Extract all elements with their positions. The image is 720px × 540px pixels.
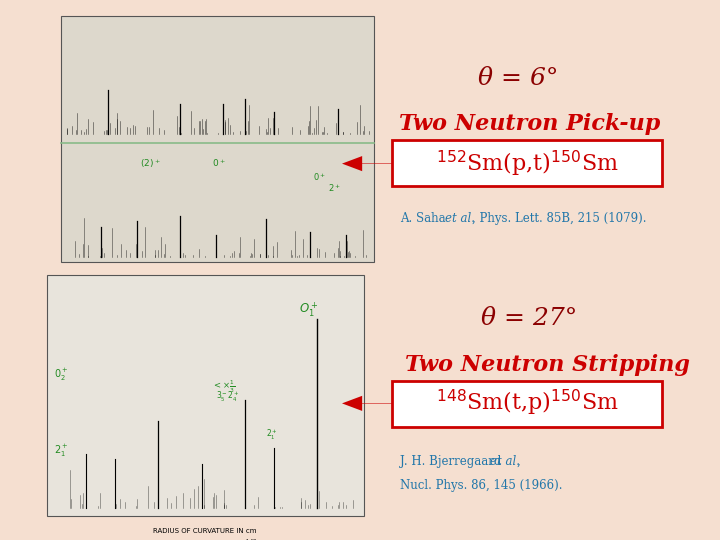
Text: θ = 6°: θ = 6°: [478, 67, 559, 90]
Text: Nucl. Phys. 86, 145 (1966).: Nucl. Phys. 86, 145 (1966).: [400, 480, 562, 492]
Text: $(2)^+$: $(2)^+$: [140, 158, 161, 171]
Text: $2^+_1$: $2^+_1$: [54, 442, 68, 458]
Text: $^{148}$Sm(t,p)$^{150}$Sm: $^{148}$Sm(t,p)$^{150}$Sm: [436, 388, 619, 418]
Text: Two Neutron Stripping: Two Neutron Stripping: [405, 354, 690, 375]
Text: et al.: et al.: [490, 455, 520, 468]
Text: $O^+_1$: $O^+_1$: [299, 300, 318, 319]
Text: et al.: et al.: [445, 212, 475, 225]
Bar: [392, 381, 662, 427]
Text: Fig. 4. Proton spectrum from the triton bombardment of $^{148}$Sm.  See also cap: Fig. 4. Proton spectrum from the triton …: [47, 537, 364, 540]
Text: A. Saha: A. Saha: [400, 212, 449, 225]
Text: ,: ,: [517, 455, 521, 468]
Bar: [47, 275, 364, 516]
FancyArrow shape: [342, 396, 392, 411]
Text: $< \times\frac{1}{3}$: $< \times\frac{1}{3}$: [212, 379, 235, 395]
Text: $2^+_1$: $2^+_1$: [266, 428, 279, 442]
Text: $0^+$: $0^+$: [212, 158, 226, 170]
FancyArrow shape: [342, 156, 392, 171]
Text: J. H. Bjerregaard: J. H. Bjerregaard: [400, 455, 505, 468]
Text: $^{152}$Sm(p,t)$^{150}$Sm: $^{152}$Sm(p,t)$^{150}$Sm: [436, 148, 619, 179]
Text: $0^+$: $0^+$: [313, 171, 326, 183]
Text: RADIUS OF CURVATURE IN cm: RADIUS OF CURVATURE IN cm: [153, 528, 257, 534]
Text: $2^+$: $2^+$: [328, 182, 341, 194]
Text: Two Neutron Pick-up: Two Neutron Pick-up: [399, 113, 660, 135]
Text: θ = 27°: θ = 27°: [481, 307, 577, 330]
Text: $0^+_2$: $0^+_2$: [54, 367, 68, 383]
Bar: [392, 140, 662, 186]
Text: , Phys. Lett. 85B, 215 (1079).: , Phys. Lett. 85B, 215 (1079).: [472, 212, 647, 225]
Bar: [61, 16, 374, 262]
Text: $3^-_5 2^+_4$: $3^-_5 2^+_4$: [216, 390, 240, 404]
